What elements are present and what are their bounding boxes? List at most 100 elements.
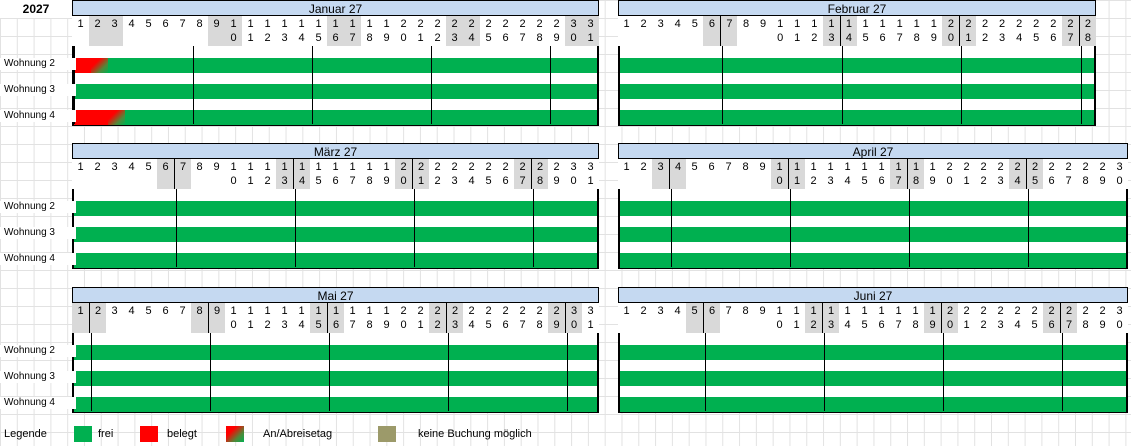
availability-bar[interactable] bbox=[74, 371, 597, 386]
month-title: Januar 27 bbox=[72, 0, 599, 16]
week-divider bbox=[448, 333, 449, 411]
week-divider bbox=[550, 46, 551, 124]
booked-day[interactable] bbox=[91, 110, 108, 125]
day-cell: 5 bbox=[145, 305, 152, 317]
month-block: Januar 27 1 2 3 4 5 6 7 8 9 1 0 1 1 1 2 1 3 1 4 1 5 1 6 1 7 1 8 1 9 2 0… bbox=[72, 0, 599, 126]
day-cell: 7 bbox=[720, 16, 738, 46]
day-cell: 8 bbox=[742, 305, 749, 317]
availability-bar[interactable] bbox=[620, 227, 1126, 242]
transition-day[interactable] bbox=[108, 110, 125, 125]
day-cell: 2 bbox=[94, 161, 101, 173]
day-cell: 1 bbox=[623, 18, 630, 30]
availability-bar[interactable] bbox=[620, 84, 1094, 99]
availability-bar[interactable] bbox=[74, 253, 597, 268]
day-cell: 3 bbox=[652, 159, 669, 189]
availability-bar[interactable] bbox=[620, 58, 1094, 73]
month-block: April 27 1 2 3 4 5 6 7 8 9 1 0 1 1 1 2 1 3 1 4 1 5 1 6 1 7 1 8 1 9 2 0 2… bbox=[618, 143, 1128, 269]
availability-bar[interactable] bbox=[620, 110, 1094, 125]
day-cell: 8 bbox=[742, 18, 750, 30]
availability-bar[interactable] bbox=[74, 345, 597, 360]
availability-bar[interactable] bbox=[74, 227, 597, 242]
day-cell: 2 bbox=[89, 16, 106, 46]
week-divider bbox=[722, 46, 724, 124]
week-divider bbox=[176, 189, 177, 267]
day-cell: 3 bbox=[106, 16, 123, 46]
week-divider bbox=[790, 189, 791, 267]
availability-bar[interactable] bbox=[620, 201, 1126, 216]
transition-day[interactable] bbox=[91, 58, 108, 73]
availability-bar[interactable] bbox=[620, 345, 1126, 360]
week-divider bbox=[193, 46, 194, 124]
legend-booked-label: belegt bbox=[167, 428, 197, 440]
legend-booked-swatch bbox=[140, 426, 158, 442]
day-cell: 4 bbox=[669, 159, 686, 189]
availability-bar[interactable] bbox=[74, 58, 597, 73]
day-cell: 3 bbox=[111, 161, 118, 173]
week-divider bbox=[909, 189, 910, 267]
week-divider bbox=[1080, 46, 1082, 124]
week-divider bbox=[1062, 333, 1063, 411]
day-cell: 1 bbox=[623, 305, 630, 317]
availability-bar[interactable] bbox=[620, 371, 1126, 386]
day-cell: 6 bbox=[157, 159, 174, 189]
year-label: 2027 bbox=[0, 0, 72, 18]
availability-bar[interactable] bbox=[74, 397, 597, 412]
apartment-label: Wohnung 3 bbox=[0, 371, 76, 383]
availability-bar[interactable] bbox=[620, 253, 1126, 268]
day-cell: 9 bbox=[213, 161, 220, 173]
availability-bar[interactable] bbox=[74, 84, 597, 99]
booked-day[interactable] bbox=[74, 58, 91, 73]
availability-bar[interactable] bbox=[620, 397, 1126, 412]
booked-day[interactable] bbox=[74, 110, 91, 125]
availability-bar[interactable] bbox=[74, 201, 597, 216]
day-cell: 5 bbox=[145, 18, 152, 30]
week-divider bbox=[295, 189, 296, 267]
day-cell: 3 bbox=[657, 305, 664, 317]
day-cell: 5 bbox=[145, 161, 152, 173]
month-title: Mai 27 bbox=[72, 287, 599, 303]
day-cell: 8 bbox=[191, 303, 208, 333]
availability-bar[interactable] bbox=[74, 110, 597, 125]
legend: Legende frei belegt An/Abreisetag keine … bbox=[0, 425, 1131, 443]
week-divider bbox=[1028, 189, 1029, 267]
